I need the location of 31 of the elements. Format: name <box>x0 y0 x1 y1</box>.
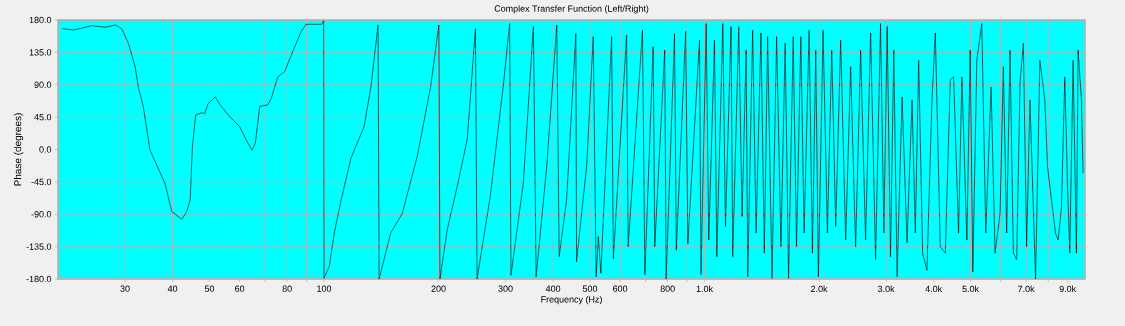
x-tick-label: 1.0k <box>696 285 714 293</box>
y-tick-label: 135.0 <box>29 49 52 56</box>
y-tick-label: -90.0 <box>31 211 52 218</box>
chart-title: Complex Transfer Function (Left/Right) <box>494 5 649 14</box>
y-tick-label: 90.0 <box>34 81 52 88</box>
y-tick-label: 45.0 <box>34 113 52 121</box>
x-tick-label: 4.0k <box>925 285 943 293</box>
x-tick-label: 80 <box>282 285 292 292</box>
y-tick-label: -135.0 <box>26 243 52 250</box>
x-tick-label: 600 <box>613 285 628 292</box>
x-tick-label: 9.0k <box>1059 285 1077 293</box>
x-tick-label: 2.0k <box>811 285 828 293</box>
x-tick-label: 300 <box>498 285 513 292</box>
y-tick-label: -45.0 <box>31 178 52 186</box>
x-tick-label: 60 <box>235 285 245 292</box>
x-tick-label: 100 <box>317 285 332 292</box>
x-tick-label: 3.0k <box>877 285 895 293</box>
x-tick-label: 800 <box>660 285 675 292</box>
x-tick-label: 50 <box>204 285 215 292</box>
x-axis-title: Frequency (Hz) <box>541 295 602 305</box>
y-tick-label: 0.0 <box>39 146 52 153</box>
x-tick-label: 7.0k <box>1018 285 1035 293</box>
y-axis-title: Phase (degrees) <box>13 113 24 186</box>
x-tick-label: 30 <box>120 285 130 292</box>
y-tick-label: -180.0 <box>26 275 52 283</box>
x-tick-label: 400 <box>545 285 561 292</box>
x-tick-label: 40 <box>167 285 178 292</box>
y-tick-label: 180.0 <box>29 16 52 24</box>
x-tick-label: 500 <box>582 285 598 292</box>
x-tick-label: 200 <box>431 285 446 292</box>
x-tick-label: 5.0k <box>962 285 979 293</box>
